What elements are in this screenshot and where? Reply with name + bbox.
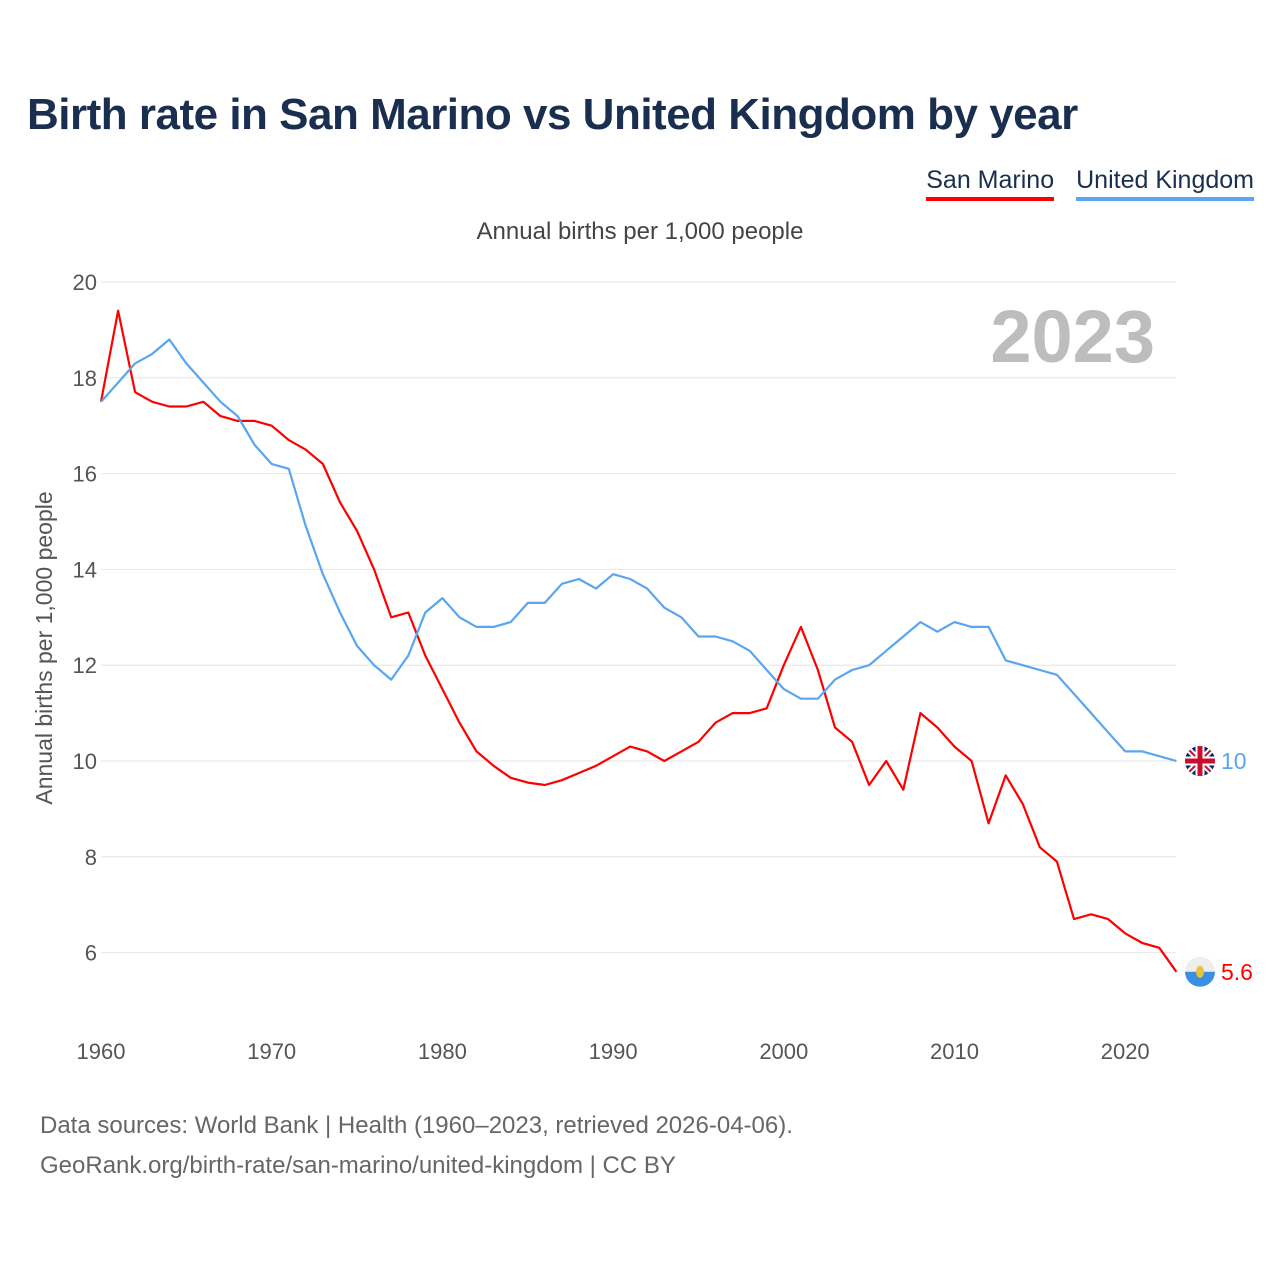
legend: San Marino United Kingdom bbox=[926, 166, 1254, 201]
end-value-label-united-kingdom: 10 bbox=[1221, 748, 1247, 774]
y-tick-label: 14 bbox=[73, 557, 97, 582]
x-tick-label: 2020 bbox=[1101, 1039, 1150, 1064]
year-watermark: 2023 bbox=[990, 295, 1155, 378]
y-tick-label: 16 bbox=[73, 462, 97, 487]
end-value-label-san-marino: 5.6 bbox=[1221, 959, 1253, 985]
y-tick-label: 10 bbox=[73, 749, 97, 774]
y-tick-label: 12 bbox=[73, 653, 97, 678]
chart-title: Birth rate in San Marino vs United Kingd… bbox=[27, 90, 1078, 139]
y-axis-label: Annual births per 1,000 people bbox=[31, 491, 57, 804]
footer-url[interactable]: GeoRank.org/birth-rate/san-marino/united… bbox=[40, 1152, 676, 1179]
y-tick-label: 20 bbox=[73, 270, 97, 295]
legend-san-marino[interactable]: San Marino bbox=[926, 166, 1055, 201]
footer-sources: Data sources: World Bank | Health (1960–… bbox=[40, 1112, 793, 1139]
series-line-united-kingdom bbox=[100, 338, 1177, 763]
y-tick-label: 8 bbox=[85, 845, 97, 870]
legend-united-kingdom[interactable]: United Kingdom bbox=[1076, 166, 1254, 201]
footer: Data sources: World Bank | Health (1960–… bbox=[40, 1106, 793, 1186]
x-tick-label: 1990 bbox=[589, 1039, 638, 1064]
y-tick-label: 18 bbox=[73, 366, 97, 391]
x-tick-label: 1960 bbox=[77, 1039, 126, 1064]
x-tick-label: 1970 bbox=[247, 1039, 296, 1064]
x-tick-label: 2010 bbox=[930, 1039, 979, 1064]
chart-subtitle: Annual births per 1,000 people bbox=[476, 218, 804, 245]
flag-united-kingdom-icon bbox=[1185, 746, 1215, 776]
flag-san-marino-icon bbox=[1185, 956, 1215, 987]
x-tick-label: 2000 bbox=[759, 1039, 808, 1064]
series-line-san-marino bbox=[99, 309, 1178, 973]
x-tick-label: 1980 bbox=[418, 1039, 467, 1064]
y-tick-label: 6 bbox=[85, 941, 97, 966]
